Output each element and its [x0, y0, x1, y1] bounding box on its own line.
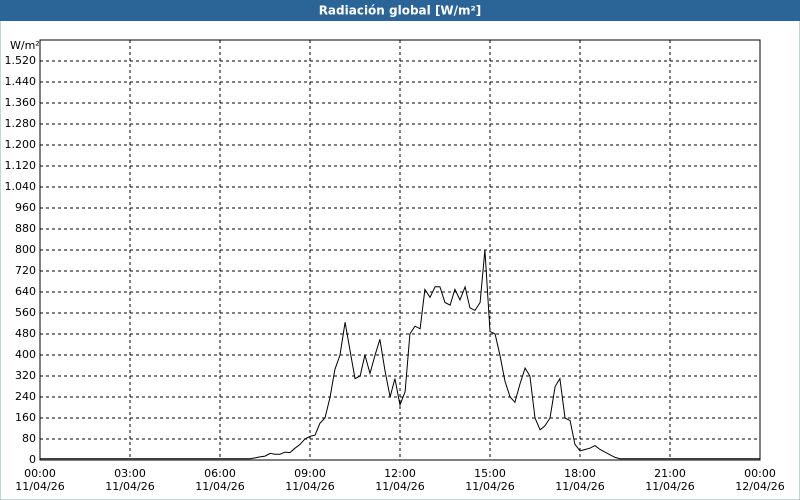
- y-axis-label: W/m²: [10, 39, 40, 52]
- x-tick-label: 09:00 11/04/26: [285, 467, 334, 493]
- y-tick-label: 560: [15, 306, 36, 319]
- y-tick-label: 1.200: [5, 138, 37, 151]
- y-tick-label: 800: [15, 243, 36, 256]
- y-tick-label: 240: [15, 390, 36, 403]
- y-tick-label: 480: [15, 327, 36, 340]
- y-tick-label: 0: [29, 453, 36, 466]
- x-tick-label: 15:00 11/04/26: [465, 467, 514, 493]
- y-tick-label: 1.440: [5, 75, 37, 88]
- y-tick-label: 1.040: [5, 180, 37, 193]
- x-tick-label: 06:00 11/04/26: [195, 467, 244, 493]
- y-tick-label: 1.120: [5, 159, 37, 172]
- y-tick-label: 880: [15, 222, 36, 235]
- y-tick-label: 400: [15, 348, 36, 361]
- x-tick-label: 18:00 11/04/26: [555, 467, 604, 493]
- title-bar: [0, 0, 800, 21]
- x-tick-label: 00:00 11/04/26: [15, 467, 64, 493]
- y-tick-label: 1.280: [5, 117, 37, 130]
- chart-title: Radiación global [W/m²]: [319, 4, 482, 18]
- y-tick-label: 320: [15, 369, 36, 382]
- series-line: [40, 249, 760, 460]
- x-tick-label: 21:00 11/04/26: [645, 467, 694, 493]
- y-tick-label: 160: [15, 411, 36, 424]
- x-tick-label: 00:00 12/04/26: [735, 467, 784, 493]
- y-tick-label: 1.520: [5, 54, 37, 67]
- y-tick-label: 720: [15, 264, 36, 277]
- y-tick-label: 960: [15, 201, 36, 214]
- y-tick-label: 640: [15, 285, 36, 298]
- x-tick-label: 03:00 11/04/26: [105, 467, 154, 493]
- x-tick-label: 12:00 11/04/26: [375, 467, 424, 493]
- y-tick-label: 80: [22, 432, 36, 445]
- y-tick-label: 1.360: [5, 96, 37, 109]
